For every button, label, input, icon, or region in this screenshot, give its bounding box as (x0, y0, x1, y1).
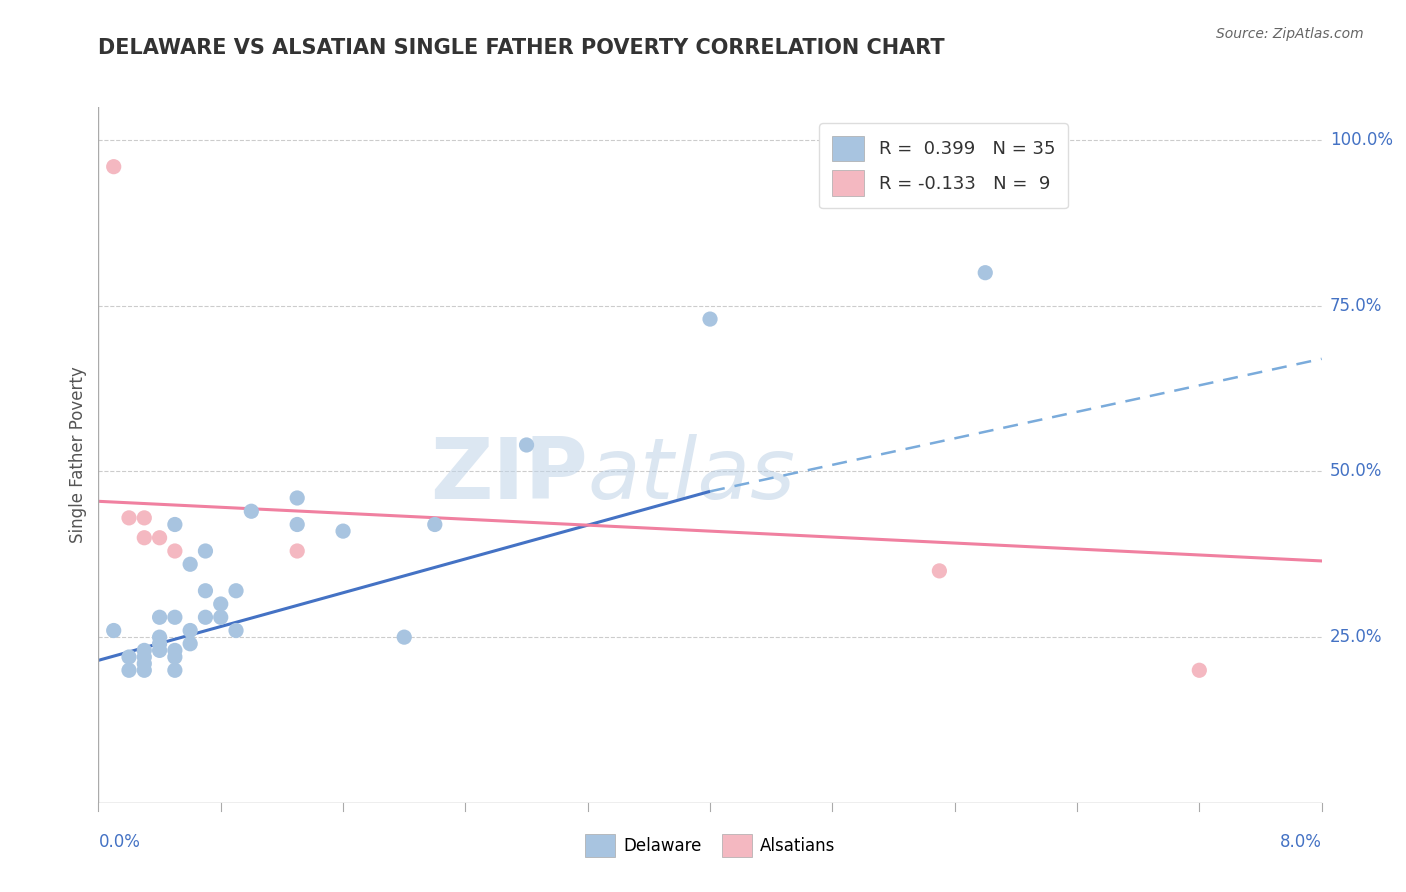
Point (225, 583, 247, 598)
Point (134, 657, 156, 671)
Point (699, 312, 721, 326)
Point (163, 544, 186, 558)
Point (194, 610, 217, 624)
Text: 8.0%: 8.0% (1279, 833, 1322, 851)
Text: 25.0%: 25.0% (1330, 628, 1382, 646)
Point (285, 517, 308, 532)
Point (516, 438, 538, 452)
Text: atlas: atlas (588, 434, 796, 517)
Point (118, 650, 141, 665)
Point (134, 663, 156, 677)
Point (118, 663, 141, 677)
Point (163, 517, 186, 532)
Point (163, 663, 186, 677)
Point (194, 544, 217, 558)
Text: 100.0%: 100.0% (1330, 131, 1393, 149)
Point (149, 531, 172, 545)
Point (392, 630, 416, 644)
Point (163, 643, 186, 657)
Point (134, 511, 156, 525)
Point (194, 583, 217, 598)
Point (103, 160, 125, 174)
Point (209, 597, 232, 611)
Point (332, 524, 354, 538)
Point (149, 637, 172, 651)
Point (423, 517, 446, 532)
Y-axis label: Single Father Poverty: Single Father Poverty (69, 367, 87, 543)
Legend: Delaware, Alsatians: Delaware, Alsatians (578, 827, 842, 864)
Point (103, 624, 125, 638)
Point (134, 650, 156, 665)
Point (163, 610, 186, 624)
Point (149, 643, 172, 657)
Point (149, 610, 172, 624)
Point (179, 624, 201, 638)
Point (240, 504, 263, 518)
Point (1188, 663, 1211, 677)
Point (179, 558, 201, 572)
Point (285, 491, 308, 505)
Point (163, 650, 186, 665)
Text: Source: ZipAtlas.com: Source: ZipAtlas.com (1216, 27, 1364, 41)
Point (134, 643, 156, 657)
Text: DELAWARE VS ALSATIAN SINGLE FATHER POVERTY CORRELATION CHART: DELAWARE VS ALSATIAN SINGLE FATHER POVER… (98, 38, 945, 58)
Point (134, 531, 156, 545)
Point (974, 266, 997, 280)
Point (179, 637, 201, 651)
Text: 0.0%: 0.0% (98, 833, 141, 851)
Point (149, 630, 172, 644)
Point (225, 624, 247, 638)
Point (118, 511, 141, 525)
Point (285, 544, 308, 558)
Text: ZIP: ZIP (430, 434, 588, 517)
Text: 50.0%: 50.0% (1330, 462, 1382, 481)
Text: 75.0%: 75.0% (1330, 297, 1382, 315)
Point (209, 610, 232, 624)
Point (928, 564, 950, 578)
